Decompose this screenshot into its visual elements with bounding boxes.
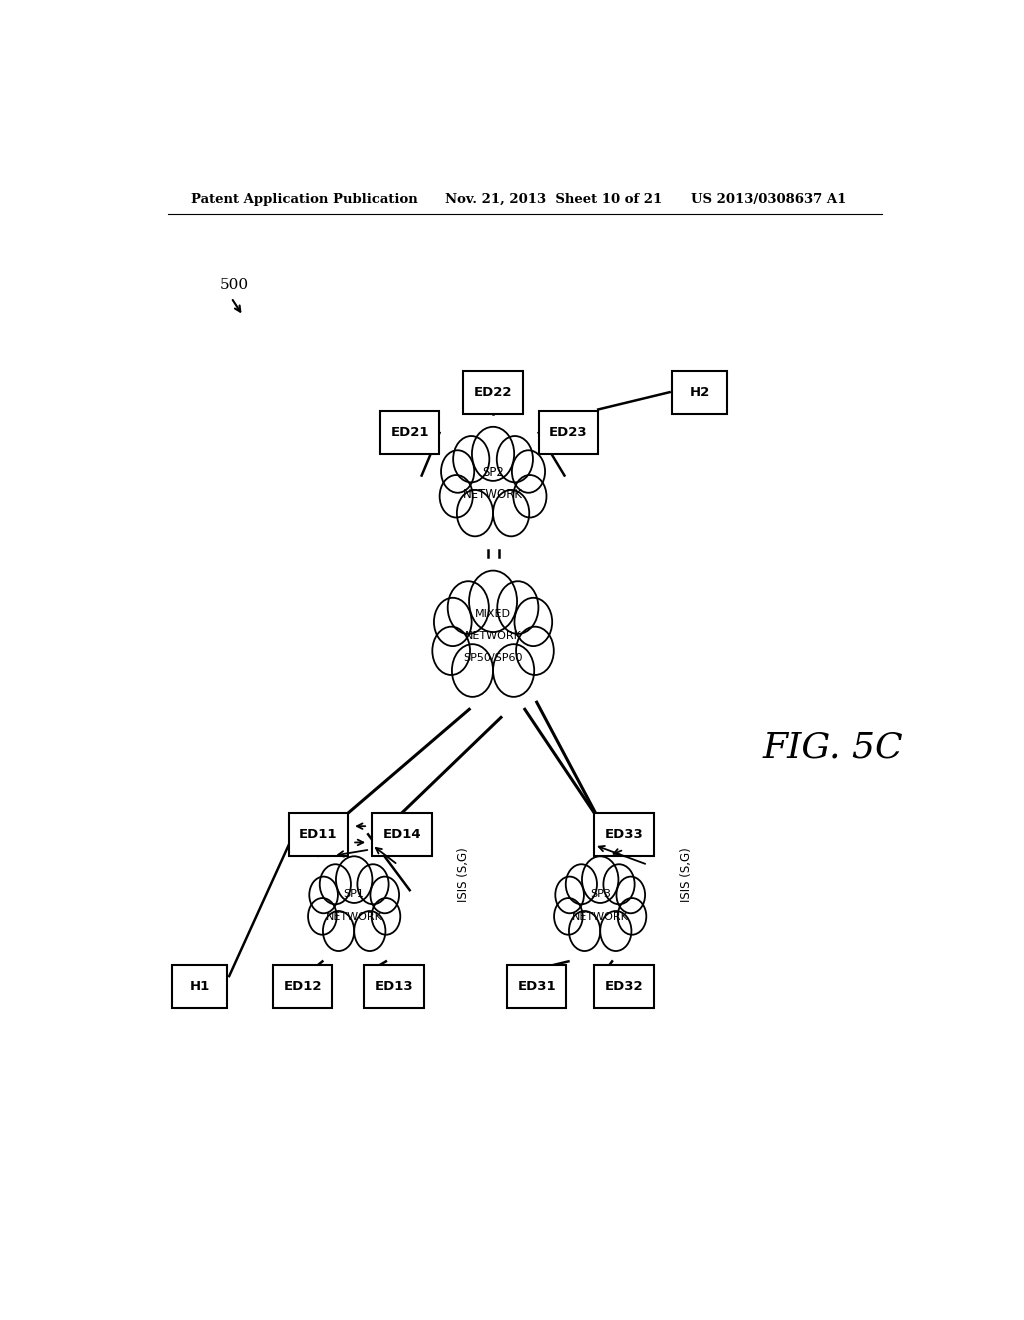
Bar: [365, 965, 424, 1008]
Circle shape: [617, 898, 646, 935]
Circle shape: [447, 581, 488, 634]
Text: ED21: ED21: [390, 426, 429, 440]
Text: Nov. 21, 2013  Sheet 10 of 21: Nov. 21, 2013 Sheet 10 of 21: [445, 193, 663, 206]
Text: ED11: ED11: [299, 828, 338, 841]
Circle shape: [336, 857, 373, 903]
Circle shape: [512, 450, 545, 492]
Text: ISIS (S,G): ISIS (S,G): [680, 847, 692, 903]
Circle shape: [603, 865, 635, 904]
Circle shape: [498, 581, 539, 634]
Circle shape: [494, 490, 529, 536]
Text: ED23: ED23: [549, 426, 588, 440]
Text: NETWORK: NETWORK: [465, 631, 521, 642]
Circle shape: [309, 876, 338, 913]
Bar: [272, 965, 333, 1008]
Text: ED22: ED22: [474, 385, 512, 399]
Text: 500: 500: [219, 279, 249, 293]
Circle shape: [452, 644, 494, 697]
Circle shape: [457, 490, 494, 536]
Text: ED33: ED33: [604, 828, 643, 841]
Circle shape: [600, 911, 632, 950]
Text: SP2: SP2: [482, 466, 504, 479]
Bar: [380, 412, 439, 454]
Bar: [539, 412, 598, 454]
Text: Patent Application Publication: Patent Application Publication: [191, 193, 418, 206]
Text: ED12: ED12: [284, 981, 322, 993]
Text: H1: H1: [189, 981, 210, 993]
Circle shape: [441, 450, 474, 492]
Circle shape: [308, 898, 337, 935]
Circle shape: [514, 598, 552, 645]
Bar: [594, 813, 653, 855]
Circle shape: [432, 627, 470, 675]
Bar: [672, 371, 727, 413]
Text: US 2013/0308637 A1: US 2013/0308637 A1: [691, 193, 847, 206]
Bar: [594, 965, 653, 1008]
Circle shape: [554, 898, 583, 935]
Text: FIG. 5C: FIG. 5C: [763, 731, 903, 764]
Text: SP1: SP1: [344, 890, 365, 899]
Circle shape: [567, 863, 633, 948]
Circle shape: [582, 857, 618, 903]
Text: H2: H2: [689, 385, 710, 399]
Circle shape: [469, 570, 517, 632]
Circle shape: [616, 876, 645, 913]
Circle shape: [451, 581, 536, 690]
Text: NETWORK: NETWORK: [463, 488, 523, 502]
Circle shape: [354, 911, 385, 950]
Bar: [372, 813, 431, 855]
Text: SP3: SP3: [590, 890, 610, 899]
Circle shape: [472, 426, 514, 480]
Circle shape: [456, 436, 530, 532]
Circle shape: [319, 865, 351, 904]
Text: NETWORK: NETWORK: [571, 912, 629, 921]
Circle shape: [516, 627, 554, 675]
Circle shape: [555, 876, 584, 913]
Circle shape: [322, 863, 387, 948]
Circle shape: [357, 865, 389, 904]
Text: MIXED: MIXED: [475, 609, 511, 619]
Text: ED32: ED32: [605, 981, 643, 993]
Text: ED31: ED31: [517, 981, 556, 993]
Circle shape: [513, 475, 547, 517]
Bar: [289, 813, 348, 855]
Text: ISIS (S,G): ISIS (S,G): [458, 847, 470, 903]
Circle shape: [497, 436, 532, 482]
Bar: [172, 965, 227, 1008]
Text: ED14: ED14: [383, 828, 421, 841]
Circle shape: [439, 475, 473, 517]
Circle shape: [371, 876, 399, 913]
Text: NETWORK: NETWORK: [326, 912, 383, 921]
Circle shape: [323, 911, 354, 950]
Circle shape: [372, 898, 400, 935]
Circle shape: [569, 911, 600, 950]
Bar: [507, 965, 566, 1008]
Text: ED13: ED13: [375, 981, 413, 993]
Circle shape: [454, 436, 489, 482]
Circle shape: [565, 865, 597, 904]
Circle shape: [494, 644, 535, 697]
Bar: [463, 371, 523, 413]
Circle shape: [434, 598, 472, 645]
Text: SP50/SP60: SP50/SP60: [463, 653, 523, 664]
